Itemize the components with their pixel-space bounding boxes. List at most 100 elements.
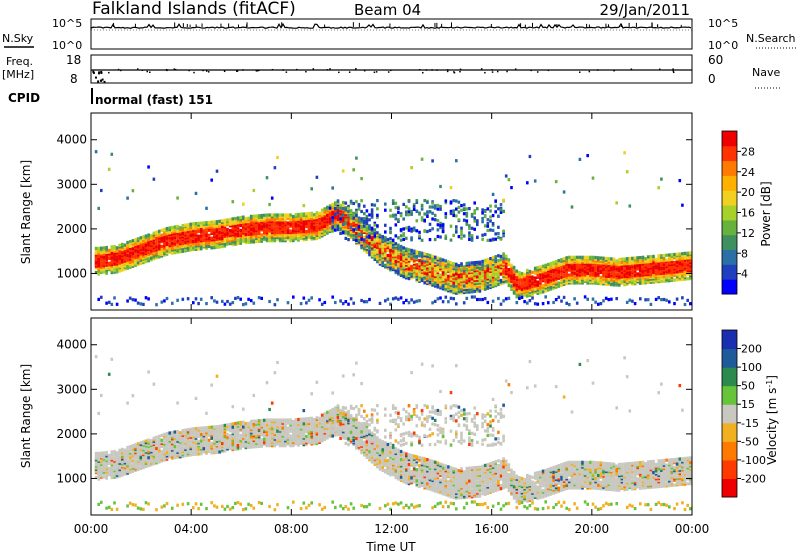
echo-cell [192, 506, 195, 510]
echo-cell [355, 210, 358, 214]
echo-cell [612, 257, 616, 261]
echo-cell [221, 240, 224, 244]
echo-cell [307, 228, 311, 232]
echo-cell [578, 260, 582, 264]
echo-cell [234, 242, 237, 246]
echo-cell [281, 213, 284, 217]
echo-cell [562, 190, 566, 194]
echo-cell [620, 280, 624, 284]
echo-cell [292, 295, 295, 299]
echo-cell [199, 439, 203, 443]
echo-cell [160, 438, 164, 442]
echo-cell [670, 259, 674, 263]
nave-point [103, 80, 106, 83]
echo-cell [462, 218, 466, 222]
echo-cell [415, 250, 419, 254]
echo-cell [665, 276, 668, 280]
echo-cell [270, 232, 274, 236]
echo-cell [186, 239, 190, 243]
echo-cell [641, 255, 645, 259]
echo-cell [115, 257, 119, 261]
echo-cell [428, 238, 432, 242]
echo-cell [462, 212, 466, 216]
echo-cell [334, 300, 337, 305]
nave-point [630, 68, 633, 70]
echo-cell [147, 238, 150, 242]
echo-cell [97, 250, 100, 254]
echo-cell [447, 300, 450, 304]
echo-cell [171, 229, 174, 233]
nsky-tick-top: 10^5 [52, 17, 82, 30]
echo-cell [591, 279, 595, 283]
echo-cell [623, 257, 626, 261]
echo-cell [604, 296, 608, 300]
echo-cell [128, 445, 132, 449]
echo-cell [297, 212, 300, 217]
echo-cell [315, 175, 319, 179]
echo-cell [226, 223, 229, 227]
echo-cell [586, 154, 589, 158]
echo-cell [265, 237, 269, 241]
echo-cell [436, 207, 440, 211]
echo-cell [468, 234, 471, 238]
echo-cell [473, 295, 476, 299]
echo-cell [423, 254, 426, 258]
echo-cell [660, 270, 663, 274]
echo-cell [586, 255, 589, 259]
echo-cell [426, 277, 429, 281]
echo-cell [128, 448, 132, 452]
colorbar-swatch [722, 279, 737, 295]
echo-cell [297, 214, 300, 218]
colorbar-swatch [722, 131, 737, 147]
echo-cell [618, 275, 621, 279]
echo-cell [628, 298, 632, 302]
cpid-mode: normal (fast) 151 [95, 93, 213, 107]
echo-cell [144, 296, 148, 300]
nsky-trace [90, 22, 692, 30]
echo-cell [286, 226, 290, 230]
echo-cell [165, 251, 169, 255]
echo-cell [470, 238, 474, 242]
echo-cell [294, 219, 298, 223]
echo-cell [433, 218, 437, 222]
power-echoes [94, 150, 692, 307]
echo-cell [497, 259, 500, 263]
echo-cell [381, 235, 384, 239]
echo-cell [373, 232, 377, 236]
echo-cell [178, 250, 182, 254]
echo-cell [331, 207, 334, 211]
echo-cell [628, 256, 632, 261]
echo-cell [436, 219, 440, 223]
echo-cell [131, 503, 135, 507]
echo-cell [436, 203, 440, 208]
echo-cell [378, 241, 382, 245]
echo-cell [633, 258, 637, 262]
echo-cell [420, 254, 424, 259]
echo-cell [128, 459, 132, 463]
echo-cell [636, 272, 639, 276]
echo-cell [144, 237, 148, 241]
echo-cell [176, 444, 179, 448]
echo-cell [171, 243, 174, 247]
echo-cell [673, 302, 676, 306]
echo-cell [515, 269, 519, 273]
echo-cell [489, 219, 492, 223]
echo-cell [215, 241, 219, 245]
echo-cell [428, 205, 432, 209]
echo-cell [155, 245, 158, 249]
echo-cell [444, 295, 448, 299]
echo-cell [292, 232, 295, 236]
echo-cell [334, 220, 337, 224]
echo-cell [305, 234, 308, 238]
nave-point [446, 70, 449, 73]
echo-cell [165, 238, 169, 242]
echo-cell [165, 252, 169, 256]
echo-cell [510, 268, 513, 272]
echo-cell [483, 274, 487, 279]
echo-cell [449, 277, 453, 281]
echo-cell [394, 266, 398, 270]
echo-cell [370, 208, 374, 212]
echo-cell [147, 297, 150, 301]
echo-cell [236, 226, 240, 230]
cpid-label: CPID [8, 91, 40, 105]
